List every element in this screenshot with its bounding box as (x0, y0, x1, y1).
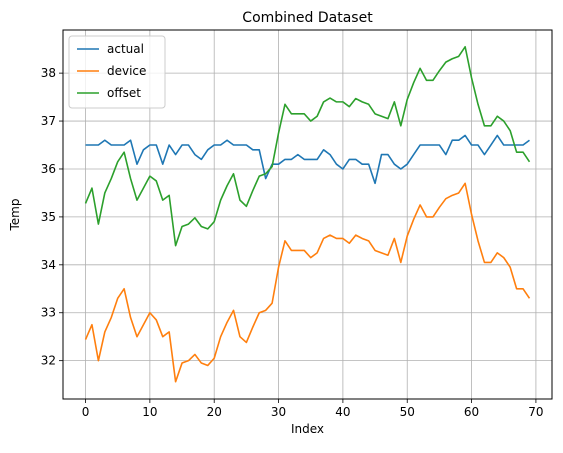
x-tick-label: 70 (528, 405, 543, 419)
y-tick-label: 35 (41, 210, 56, 224)
y-tick-label: 32 (41, 354, 56, 368)
x-tick-label: 60 (464, 405, 479, 419)
series-line-actual (85, 134, 530, 185)
x-tick-label: 20 (207, 405, 222, 419)
series-line-offset (84, 45, 531, 247)
grid-lines (63, 30, 552, 399)
x-tick-label: 40 (335, 405, 350, 419)
x-tick-label: 0 (82, 405, 90, 419)
y-tick-label: 34 (41, 258, 56, 272)
legend-label-offset: offset (107, 86, 141, 100)
x-tick-label: 30 (271, 405, 286, 419)
chart-title: Combined Dataset (242, 10, 373, 26)
legend-label-device: device (107, 64, 146, 78)
series-line-device (84, 182, 531, 383)
legend: actual device offset (68, 35, 166, 109)
x-tick-label: 10 (142, 405, 157, 419)
y-tick-label: 33 (41, 306, 56, 320)
series-lines (84, 45, 531, 383)
y-axis-label: Temp (8, 199, 22, 232)
axis-ticks: 0 10 20 30 40 50 60 70 32 33 34 35 36 37 38 (41, 66, 544, 419)
y-tick-label: 36 (41, 162, 56, 176)
x-axis-label: Index (291, 422, 324, 436)
y-tick-label: 37 (41, 114, 56, 128)
y-tick-label: 38 (41, 66, 56, 80)
plot-frame (62, 29, 553, 400)
legend-label-actual: actual (107, 42, 144, 56)
legend-box (68, 35, 166, 109)
x-tick-label: 50 (400, 405, 415, 419)
